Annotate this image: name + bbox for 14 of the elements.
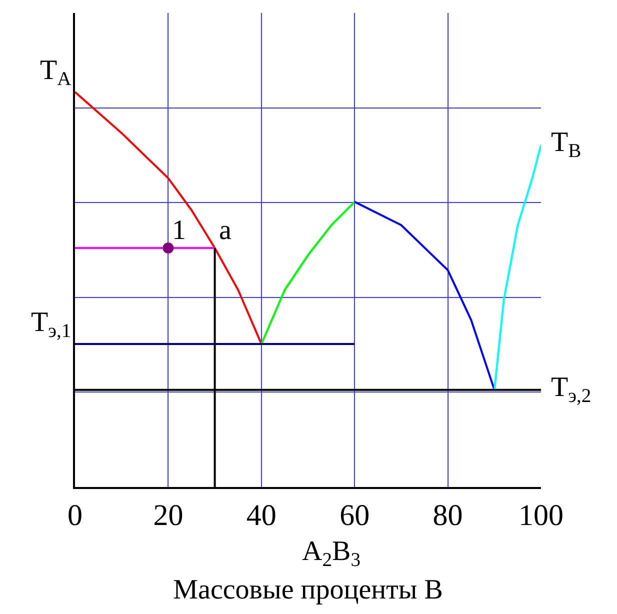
x-tick-label: 60	[340, 498, 370, 532]
x-tick-label: 100	[518, 498, 564, 532]
x-tick-label: 20	[153, 498, 184, 532]
x-tick-label: 40	[246, 498, 276, 532]
x-tick-label: 0	[68, 498, 82, 532]
annotation: T$_{B}$	[551, 127, 582, 162]
annotation: T$_{э,2}$	[551, 372, 592, 407]
annotation: T$_{э,1}$	[31, 307, 72, 342]
x-axis-title: Массовые проценты B	[173, 574, 443, 606]
x-tick-label: 80	[432, 498, 463, 532]
text: A$_{2}$B$_{3}$	[302, 536, 361, 571]
annotation: 1	[172, 215, 186, 246]
annotation: a	[219, 215, 232, 246]
annotation: T$_{A}$	[40, 55, 72, 90]
